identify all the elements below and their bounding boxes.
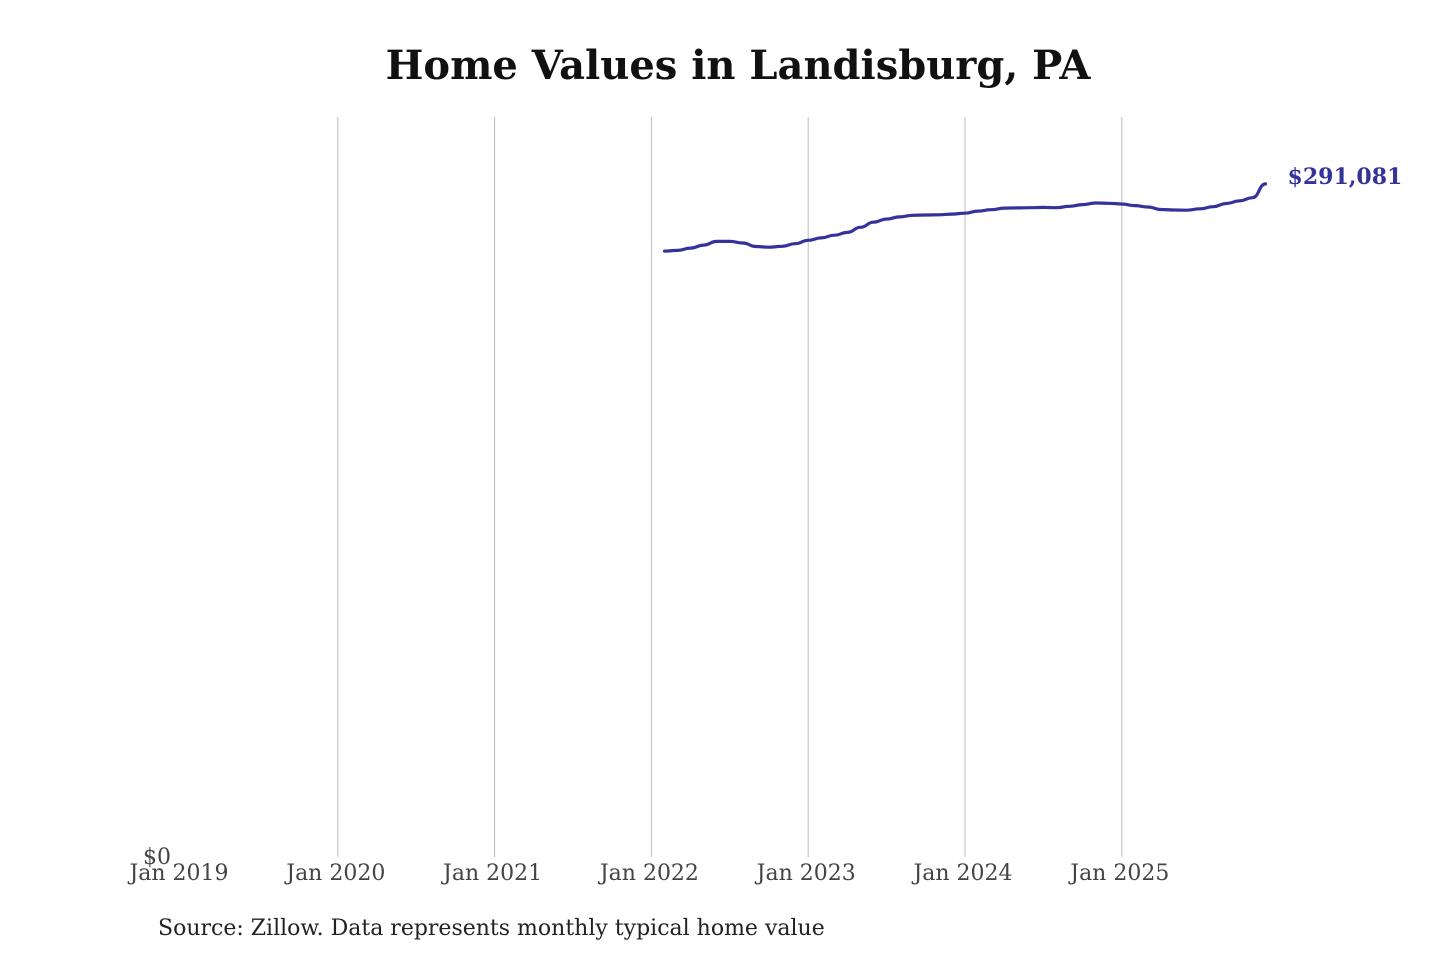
y-axis-ticks: $0 (143, 845, 171, 870)
x-tick-label: Jan 2021 (441, 861, 542, 886)
x-tick-label: Jan 2024 (911, 861, 1012, 886)
chart-title: Home Values in Landisburg, PA (385, 42, 1091, 89)
y-tick-label: $0 (143, 845, 171, 870)
x-tick-label: Jan 2020 (284, 861, 385, 886)
series-group (662, 182, 1268, 253)
x-tick-label: Jan 2022 (598, 861, 699, 886)
gridlines (337, 117, 1123, 857)
x-tick-label: Jan 2025 (1068, 861, 1169, 886)
source-note: Source: Zillow. Data represents monthly … (158, 916, 825, 941)
x-axis-ticks: Jan 2019 Jan 2020 Jan 2021 Jan 2022 Jan 2023… (127, 861, 1169, 886)
end-value-label: $291,081 (1288, 164, 1403, 190)
x-tick-label: Jan 2023 (755, 861, 856, 886)
x-tick-label: Jan 2019 (127, 861, 228, 886)
series-line (662, 182, 1268, 253)
